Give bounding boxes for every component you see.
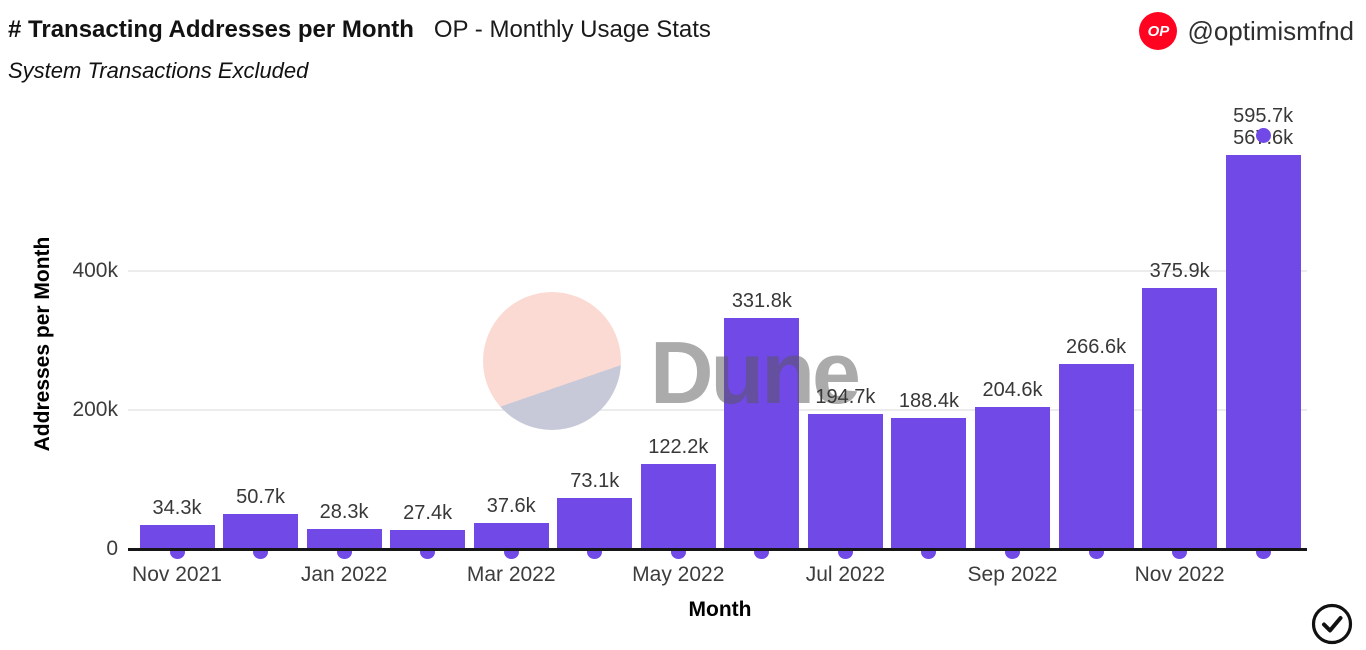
bar-value-label: 27.4k <box>403 501 453 524</box>
bar-value-label: 34.3k <box>152 497 202 520</box>
gridline <box>128 409 1307 411</box>
bar-jul-2022[interactable] <box>807 413 883 549</box>
point-marker[interactable] <box>1255 127 1271 143</box>
optimism-logo-icon: OP <box>1139 12 1178 50</box>
y-tick-label: 400k <box>72 259 118 282</box>
bar-value-label: 266.6k <box>1066 335 1127 358</box>
bar-apr-2022[interactable] <box>557 498 633 549</box>
author-handle[interactable]: @optimismfnd <box>1187 15 1354 46</box>
bar-feb-2022[interactable] <box>390 529 466 549</box>
x-tick-label: Jul 2022 <box>805 563 886 586</box>
bar-value-label: 37.6k <box>486 494 536 517</box>
bar-aug-2022[interactable] <box>891 418 967 549</box>
bar-jan-2022[interactable] <box>306 529 382 549</box>
page-title: # Transacting Addresses per Month <box>8 16 414 43</box>
bar-jun-2022[interactable] <box>724 318 800 549</box>
x-tick-label: Mar 2022 <box>466 563 556 586</box>
x-tick-label: Nov 2022 <box>1134 563 1225 586</box>
chart-subtitle: System Transactions Excluded <box>8 58 309 83</box>
bar-oct-2022[interactable] <box>1058 363 1134 549</box>
bar-nov-2022[interactable] <box>1142 287 1218 549</box>
bar-value-label: 331.8k <box>731 290 792 313</box>
bar-nov-2021[interactable] <box>139 525 215 549</box>
bar-value-label: 188.4k <box>898 390 959 413</box>
x-tick-label: May 2022 <box>632 563 725 586</box>
bar-value-label: 50.7k <box>236 485 286 508</box>
bar-dec-2022[interactable] <box>1225 154 1301 549</box>
bar-mar-2022[interactable] <box>473 522 549 549</box>
header-title-row: # Transacting Addresses per Month OP - Mo… <box>8 16 711 44</box>
dune-watermark-text: Dune <box>650 323 861 422</box>
bar-value-label: 204.6k <box>982 378 1043 401</box>
x-tick-label: Sep 2022 <box>967 563 1058 586</box>
x-tick-label: Nov 2021 <box>132 563 222 586</box>
x-axis-line <box>128 548 1307 551</box>
bar-may-2022[interactable] <box>640 464 716 549</box>
point-value-label: 595.7k <box>1233 104 1294 127</box>
bar-value-label: 73.1k <box>570 470 620 493</box>
verified-check-icon <box>1310 602 1354 646</box>
y-tick-label: 200k <box>72 398 118 421</box>
y-tick-label: 0 <box>106 537 118 560</box>
bar-value-label: 375.9k <box>1149 259 1210 282</box>
bar-dec-2021[interactable] <box>223 513 299 549</box>
bar-value-label: 28.3k <box>319 501 369 524</box>
dune-watermark-pie-icon <box>483 292 621 430</box>
optimism-logo-text: OP <box>1147 22 1170 40</box>
x-axis-title: Month <box>688 598 752 621</box>
x-tick-label: Jan 2022 <box>300 563 388 586</box>
author-attribution[interactable]: OP @optimismfnd <box>1139 12 1354 50</box>
bar-value-label: 122.2k <box>648 436 709 459</box>
bar-value-label: 194.7k <box>815 385 876 408</box>
chart-context: OP - Monthly Usage Stats <box>433 16 711 43</box>
bar-sep-2022[interactable] <box>975 406 1050 549</box>
gridline <box>128 270 1307 272</box>
